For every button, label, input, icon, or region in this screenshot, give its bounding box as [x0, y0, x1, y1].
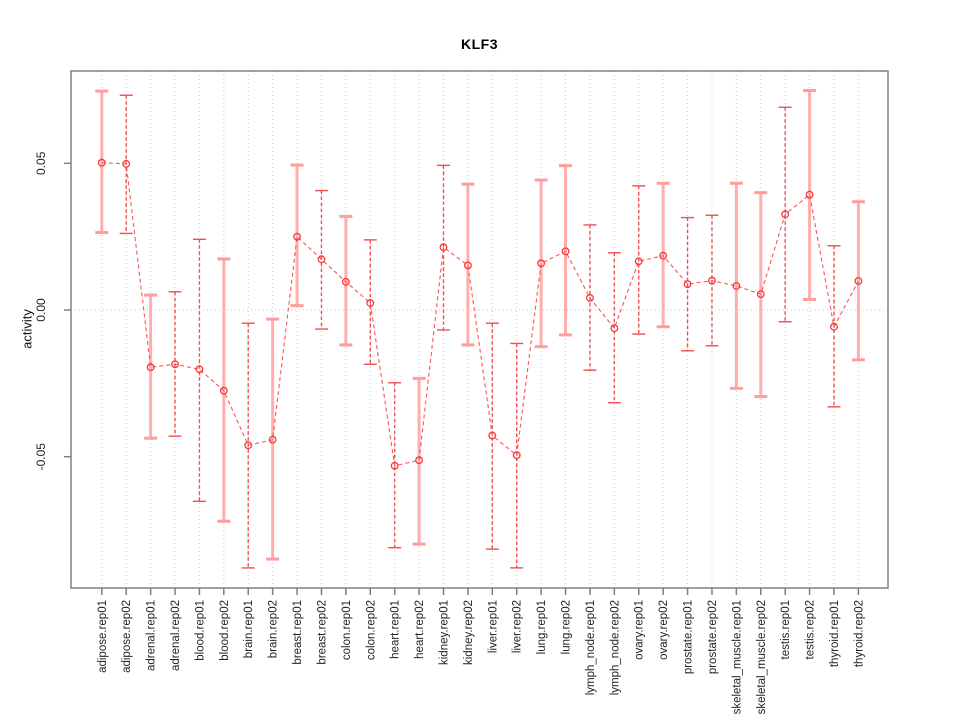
x-tick-label: lung.rep02 [561, 600, 573, 654]
x-tick-label: heart.rep01 [390, 600, 402, 659]
x-tick-label: kidney.rep02 [463, 600, 475, 665]
data-point [97, 158, 106, 167]
x-tick-label: kidney.rep01 [438, 600, 450, 665]
x-tick-label: colon.rep02 [365, 600, 377, 660]
x-tick-label: adrenal.rep01 [146, 600, 158, 671]
y-axis-title: activity [19, 309, 35, 349]
data-point [268, 435, 277, 444]
x-tick-label: heart.rep02 [414, 600, 426, 659]
y-tick-label: 0.00 [34, 298, 48, 322]
data-point [561, 247, 570, 256]
x-tick-label: blood.rep01 [194, 600, 206, 661]
x-tick-label: blood.rep02 [219, 600, 231, 661]
data-point [488, 431, 497, 440]
x-tick-label: brain.rep02 [268, 600, 280, 658]
data-point [805, 190, 814, 199]
data-point [415, 456, 424, 465]
data-point [390, 461, 399, 470]
x-tick-label: skeletal_muscle.rep02 [756, 600, 768, 714]
data-point [171, 360, 179, 369]
data-point [244, 441, 253, 450]
chart-title: KLF3 [461, 36, 498, 52]
data-point [195, 365, 204, 374]
x-tick-label: prostate.rep02 [707, 600, 719, 674]
data-point [537, 259, 546, 268]
data-point [341, 277, 350, 286]
series-line [101, 162, 859, 467]
x-tick-label: lymph_node.rep01 [585, 600, 597, 695]
data-point [439, 243, 448, 252]
data-point [781, 210, 790, 219]
data-point [122, 159, 131, 168]
x-tick-label: colon.rep01 [341, 600, 353, 660]
x-tick-label: breast.rep02 [316, 600, 328, 665]
data-point [610, 324, 619, 333]
x-tick-label: adipose.rep01 [97, 600, 109, 673]
data-point [756, 290, 765, 299]
data-point [585, 294, 594, 302]
data-point [659, 251, 668, 260]
x-tick-label: brain.rep01 [243, 600, 255, 658]
data-point [634, 257, 643, 266]
data-point [732, 281, 741, 290]
data-point [708, 276, 716, 285]
x-tick-label: skeletal_muscle.rep01 [731, 600, 743, 714]
y-tick-label: 0.05 [34, 151, 48, 175]
x-tick-label: breast.rep01 [292, 600, 304, 665]
data-point [146, 363, 155, 372]
data-point [683, 280, 692, 289]
data-point [366, 299, 375, 307]
data-point [293, 232, 302, 241]
x-tick-label: thyroid.rep01 [829, 600, 841, 667]
x-tick-label: liver.rep02 [512, 600, 524, 653]
x-tick-label: prostate.rep01 [683, 600, 695, 674]
x-tick-label: ovary.rep01 [634, 600, 646, 660]
x-tick-label: testis.rep02 [805, 600, 817, 659]
x-tick-label: adrenal.rep02 [170, 600, 182, 671]
data-point [219, 386, 228, 395]
x-tick-label: adipose.rep02 [121, 600, 133, 673]
y-tick-label: -0.05 [34, 443, 48, 471]
plot-border [70, 70, 889, 589]
x-tick-label: thyroid.rep02 [853, 600, 865, 667]
data-point [830, 322, 838, 331]
data-point [512, 451, 521, 460]
x-tick-label: lymph_node.rep02 [609, 600, 621, 695]
data-point [317, 255, 326, 264]
x-tick-label: testis.rep01 [780, 600, 792, 659]
data-point [854, 277, 863, 285]
data-point [463, 261, 472, 270]
x-tick-label: lung.rep01 [536, 600, 548, 654]
x-tick-label: ovary.rep02 [658, 600, 670, 660]
x-tick-label: liver.rep01 [487, 600, 499, 653]
